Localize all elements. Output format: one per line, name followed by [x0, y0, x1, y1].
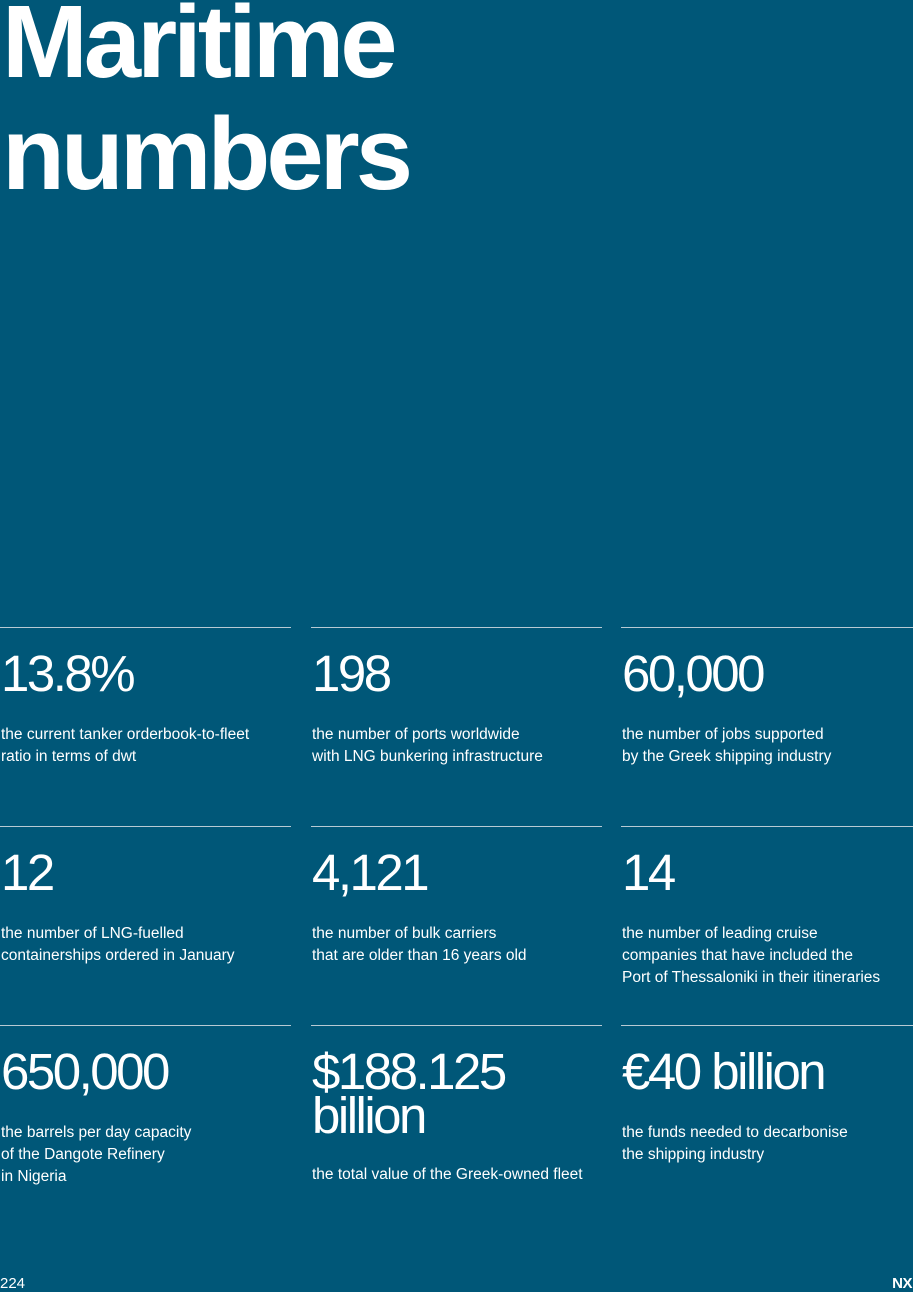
- stat-item: 60,000 the number of jobs supported by t…: [621, 627, 913, 818]
- stat-item: 12 the number of LNG-fuelled containersh…: [0, 826, 291, 1017]
- stat-item: 13.8% the current tanker orderbook-to-fl…: [0, 627, 291, 818]
- stats-grid: 13.8% the current tanker orderbook-to-fl…: [0, 627, 913, 1224]
- stat-description: the total value of the Greek-owned fleet: [312, 1166, 583, 1183]
- stat-value: 12: [1, 844, 55, 901]
- stat-description: the number of LNG-fuelled containerships…: [1, 925, 235, 964]
- page-title: Maritime numbers: [2, 0, 413, 211]
- stat-description: the number of jobs supported by the Gree…: [622, 726, 832, 765]
- stat-item: 4,121 the number of bulk carriers that a…: [311, 826, 602, 1017]
- stat-value: €40 billion: [622, 1043, 827, 1100]
- stat-value: 650,000: [1, 1043, 170, 1100]
- stat-description: the number of ports worldwide with LNG b…: [312, 726, 543, 765]
- stats-row: 13.8% the current tanker orderbook-to-fl…: [0, 627, 913, 826]
- stat-item: 198 the number of ports worldwide with L…: [311, 627, 602, 818]
- stat-item: $188.125 billion the total value of the …: [311, 1025, 602, 1216]
- stat-value: $188.125 billion: [312, 1043, 507, 1144]
- stat-value: 198: [312, 645, 392, 702]
- nx-logo: NX: [892, 1275, 912, 1292]
- stat-item: €40 billion the funds needed to decarbon…: [621, 1025, 913, 1216]
- stats-row: 650,000 the barrels per day capacity of …: [0, 1025, 913, 1224]
- stat-description: the current tanker orderbook-to-fleet ra…: [1, 726, 250, 765]
- stat-item: 650,000 the barrels per day capacity of …: [0, 1025, 291, 1216]
- stat-description: the barrels per day capacity of the Dang…: [1, 1124, 192, 1185]
- stat-description: the number of bulk carriers that are old…: [312, 925, 527, 964]
- stat-value: 14: [622, 844, 676, 901]
- stat-value: 13.8%: [1, 645, 136, 702]
- stat-description: the number of leading cruise companies t…: [622, 925, 881, 986]
- stat-value: 4,121: [312, 844, 430, 901]
- page-number: 224: [0, 1275, 26, 1292]
- stat-description: the funds needed to decarbonise the ship…: [622, 1124, 848, 1163]
- stat-value: 60,000: [622, 645, 766, 702]
- stats-row: 12 the number of LNG-fuelled containersh…: [0, 826, 913, 1025]
- stat-item: 14 the number of leading cruise companie…: [621, 826, 913, 1017]
